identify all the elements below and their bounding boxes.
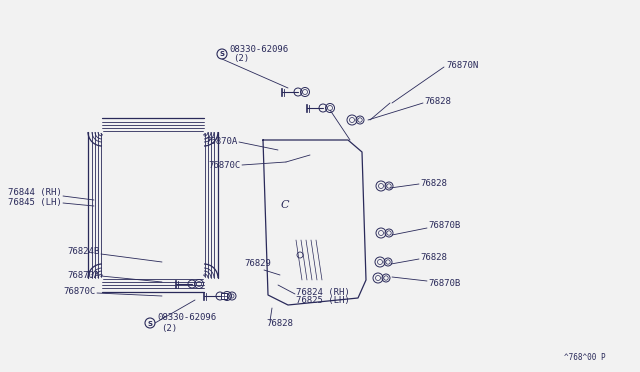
Text: 76824B: 76824B (68, 247, 100, 256)
Text: 76829: 76829 (244, 259, 271, 267)
Text: 76844 (RH): 76844 (RH) (8, 189, 62, 198)
FancyBboxPatch shape (221, 293, 227, 299)
Text: 76845 (LH): 76845 (LH) (8, 199, 62, 208)
Text: S: S (147, 321, 152, 327)
Text: ^768^00 P: ^768^00 P (564, 353, 606, 362)
Text: S: S (220, 51, 225, 58)
Text: 76828: 76828 (420, 179, 447, 187)
Text: 76870N: 76870N (446, 61, 478, 70)
Text: 76828: 76828 (266, 318, 293, 327)
Text: 08330-62096: 08330-62096 (229, 45, 288, 55)
Text: 76870C: 76870C (209, 160, 241, 170)
Text: (2): (2) (233, 55, 249, 64)
Text: 76825 (LH): 76825 (LH) (296, 296, 349, 305)
Text: 76870A: 76870A (68, 270, 100, 279)
Text: 76824 (RH): 76824 (RH) (296, 288, 349, 296)
Text: 76828: 76828 (420, 253, 447, 262)
Text: C: C (281, 200, 289, 210)
Text: 08330-62096: 08330-62096 (157, 314, 216, 323)
Text: 76870B: 76870B (428, 279, 460, 288)
Text: 76870A: 76870A (205, 138, 238, 147)
Text: 76870B: 76870B (428, 221, 460, 231)
Text: (2): (2) (161, 324, 177, 333)
Text: 76870C: 76870C (64, 288, 96, 296)
Text: 76828: 76828 (424, 97, 451, 106)
